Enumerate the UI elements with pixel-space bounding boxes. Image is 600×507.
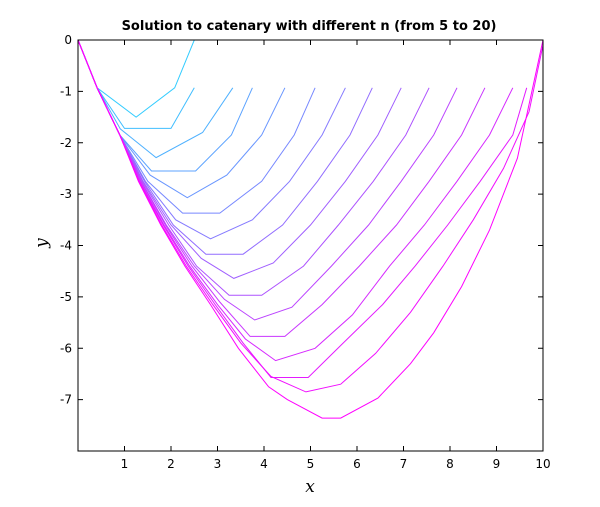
series-line-n9 [78, 40, 286, 199]
series-line-n12 [78, 40, 373, 255]
series-line-n15 [78, 40, 458, 321]
x-tick-label: 2 [167, 457, 175, 471]
y-axis-label: y [32, 238, 52, 249]
x-tick-label: 3 [214, 457, 222, 471]
x-tick-label: 4 [260, 457, 268, 471]
y-tick-label: -2 [60, 136, 72, 150]
y-tick-label: -7 [60, 393, 72, 407]
x-tick-label: 1 [121, 457, 129, 471]
plot-frame [77, 39, 544, 452]
series-line-n16 [78, 40, 486, 337]
x-tick-label: 8 [446, 457, 454, 471]
y-tick-label: -4 [60, 239, 72, 253]
y-tick-label: -3 [60, 187, 72, 201]
x-axis-ticks: 1 2 3 4 5 6 7 8 9 10 [121, 40, 551, 471]
series-line-n10 [78, 40, 316, 214]
series-line-n19 [78, 40, 543, 393]
x-tick-label: 6 [353, 457, 361, 471]
series-line-n8 [78, 40, 253, 172]
series-line-n5 [78, 40, 195, 118]
series-line-n7 [78, 40, 234, 159]
x-axis-label: x [305, 477, 315, 497]
y-tick-label: -6 [60, 341, 72, 355]
x-tick-label: 5 [307, 457, 315, 471]
series-layer [78, 40, 543, 419]
series-line-n14 [78, 40, 430, 296]
series-line-n17 [78, 40, 514, 362]
series-line-n11 [78, 40, 346, 240]
y-tick-label: -5 [60, 290, 72, 304]
y-axis-ticks: 0 -1 -2 -3 -4 -5 -6 -7 [60, 33, 543, 407]
series-line-n18 [78, 40, 528, 378]
x-tick-label: 10 [535, 457, 550, 471]
series-line-n20 [78, 40, 543, 419]
x-tick-label: 7 [400, 457, 408, 471]
y-tick-label: 0 [64, 33, 72, 47]
chart-title: Solution to catenary with different n (f… [122, 19, 497, 34]
x-tick-label: 9 [493, 457, 501, 471]
y-tick-label: -1 [60, 84, 72, 98]
